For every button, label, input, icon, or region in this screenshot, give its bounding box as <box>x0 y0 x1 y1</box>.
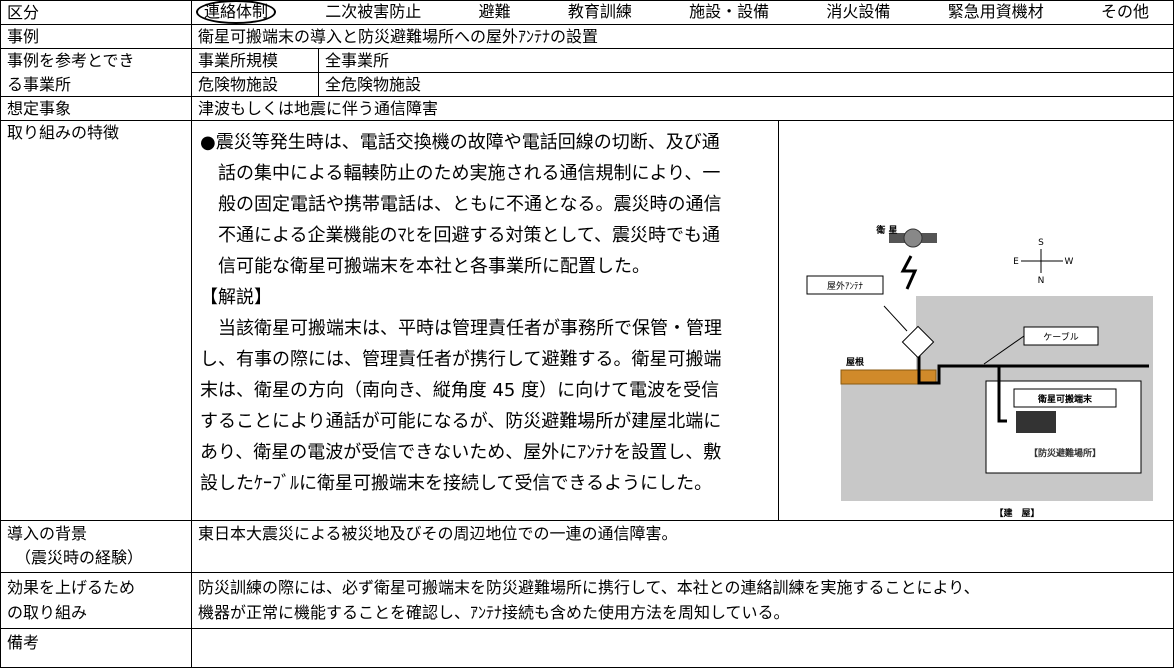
cell: 東日本大震災による被災地及びその周辺地位での一連の通信障害。 <box>191 520 1174 573</box>
cell <box>191 628 1174 668</box>
cell: 事業所規模 <box>191 48 319 73</box>
terminal-icon <box>1016 411 1056 433</box>
category-option: 避難 <box>478 2 511 21</box>
sub-label: 事業所規模 <box>198 51 279 70</box>
label-box <box>806 275 884 295</box>
cell: 取り組みの特徴 <box>0 120 192 521</box>
label-box <box>1023 326 1099 346</box>
feature-line: 信可能な衛星可搬端末を本社と各事業所に配置した。 <box>218 256 650 277</box>
category-option: 連絡体制 <box>196 0 277 24</box>
cell: 全事業所 <box>318 48 1174 73</box>
category-option: その他 <box>1100 2 1149 21</box>
feature-line: 不通による企業機能のﾏﾋを回避する対策として、震災時でも通 <box>218 225 721 246</box>
feature-line: 話の集中による輻輳防止のため実施される通信規制により、一 <box>218 163 721 184</box>
sub-label: 危険物施設 <box>198 75 279 94</box>
label: 事例を参考とでき <box>7 51 135 70</box>
diagram-label: S <box>1038 238 1044 248</box>
label: 想定事象 <box>7 99 72 118</box>
roof <box>840 369 937 385</box>
feature-line: することにより通話が可能になるが、防災避難場所が建屋北端に <box>200 411 722 432</box>
value: 津波もしくは地震に伴う通信障害 <box>198 99 439 118</box>
diagram-label: ケーブル <box>1043 331 1078 343</box>
diagram-label: 【建 屋】 <box>994 507 1039 519</box>
label: （震災時の経験） <box>15 548 144 567</box>
diagram-label: N <box>1038 276 1045 286</box>
label: 備考 <box>7 633 40 652</box>
label: 事例 <box>7 27 40 46</box>
category-option: 教育訓練 <box>567 2 632 21</box>
cable-line <box>939 364 1007 423</box>
diagram-label: 屋根 <box>846 356 865 368</box>
value: 衛星可搬端末の導入と防災避難場所への屋外ｱﾝﾃﾅの設置 <box>198 27 599 46</box>
category-option: 緊急用資機材 <box>947 2 1044 21</box>
feature-line: し、有事の際には、管理責任者が携行して避難する。衛星可搬端 <box>200 349 722 370</box>
value: 東日本大震災による被災地及びその周辺地位での一連の通信障害。 <box>198 524 678 543</box>
cell: 想定事象 <box>0 96 192 121</box>
cell: 全危険物施設 <box>318 72 1174 97</box>
cell: 区分 <box>0 0 192 25</box>
feature-line: 当該衛星可搬端末は、平時は管理責任者が事務所で保管・管理 <box>218 318 722 339</box>
label-box <box>1013 388 1117 408</box>
cell: 衛星可搬端末の導入と防災避難場所への屋外ｱﾝﾃﾅの設置 <box>191 24 1174 49</box>
signal-icon <box>900 255 918 290</box>
diagram-label: 【防災避難場所】 <box>1029 447 1101 459</box>
feature-line: あり、衛星の電波が受信できないため、屋外にｱﾝﾃﾅを設置し、敷 <box>200 442 722 463</box>
cell: 事例を参考とでき る事業所 <box>0 48 192 97</box>
feature-line: 般の固定電話や携帯電話は、ともに不通となる。震災時の通信 <box>218 194 722 215</box>
cell: 防災訓練の際には、必ず衛星可搬端末を防災避難場所に携行して、本社との連絡訓練を実… <box>191 572 1174 629</box>
cable-line <box>917 349 1149 385</box>
leader <box>983 335 1025 365</box>
label: 効果を上げるため <box>7 578 136 597</box>
diagram-label: 衛 星 <box>875 224 897 236</box>
satellite-icon <box>903 228 923 248</box>
category-options: 連絡体制 二次被害防止 避難 教育訓練 施設・設備 消火設備 緊急用資機材 その… <box>196 0 1171 24</box>
value: 防災訓練の際には、必ず衛星可搬端末を防災避難場所に携行して、本社との連絡訓練を実… <box>198 578 980 597</box>
diagram-label: 屋外ｱﾝﾃﾅ <box>827 280 864 292</box>
feature-line: 設したｹｰﾌﾞﾙに衛星可搬端末を接続して受信できるようにした。 <box>200 473 713 494</box>
value: 全危険物施設 <box>325 75 422 94</box>
cell: 備考 <box>0 628 192 668</box>
value: 全事業所 <box>325 51 390 70</box>
diagram-label: 衛星可搬端末 <box>1037 393 1093 405</box>
cell: 危険物施設 <box>191 72 319 97</box>
label: の取り組み <box>7 603 88 622</box>
cell: 効果を上げるため の取り組み <box>0 572 192 629</box>
value: 機器が正常に機能することを確認し、ｱﾝﾃﾅ接続も含めた使用方法を周知している。 <box>198 603 790 622</box>
cell: 導入の背景 （震災時の経験） <box>0 520 192 573</box>
leader <box>883 305 908 332</box>
antenna-icon <box>901 325 935 359</box>
diagram-label: W <box>1065 257 1074 267</box>
diagram: 衛 星 S E W N 屋外ｱﾝﾃﾅ ケーブル 屋根 衛星可搬端末 【防災避難場… <box>806 224 1153 519</box>
category-option: 消火設備 <box>826 2 891 21</box>
category-option: 二次被害防止 <box>325 2 422 21</box>
cell: 事例 <box>0 24 192 49</box>
feature-line: 【解説】 <box>200 287 272 308</box>
label: る事業所 <box>7 75 72 94</box>
diagram-label: E <box>1013 257 1019 267</box>
feature-line: 末は、衛星の方向（南向き、縦角度 45 度）に向けて電波を受信 <box>200 380 720 401</box>
cell: 衛 星 S E W N 屋外ｱﾝﾃﾅ ケーブル 屋根 衛星可搬端末 【防災避難場… <box>778 120 1174 521</box>
cell: ●震災等発生時は、電話交換機の故障や電話回線の切断、及び通話の集中による輻輳防止… <box>191 120 779 521</box>
label: 区分 <box>7 3 40 22</box>
category-option: 施設・設備 <box>689 2 770 21</box>
feature-line: ●震災等発生時は、電話交換機の故障や電話回線の切断、及び通 <box>200 132 720 153</box>
label: 取り組みの特徴 <box>7 123 120 142</box>
label: 導入の背景 <box>7 524 88 543</box>
cell: 津波もしくは地震に伴う通信障害 <box>191 96 1174 121</box>
